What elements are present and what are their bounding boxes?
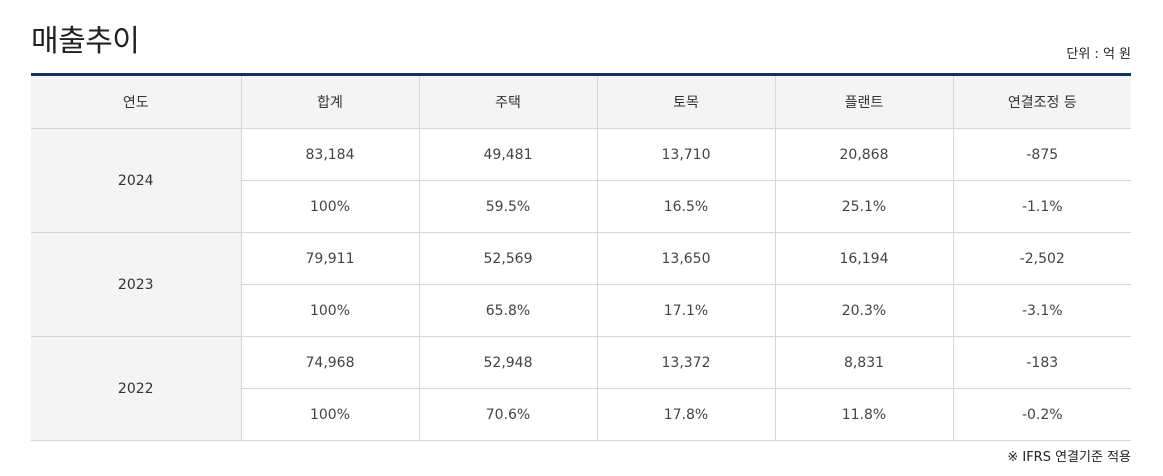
year-cell: 2023 — [31, 232, 241, 337]
civil-ratio-cell: 16.5% — [596, 180, 775, 233]
table-row: 2022 74,968 52,948 13,372 8,831 -183 — [31, 336, 1131, 441]
housing-ratio-cell: 59.5% — [418, 180, 597, 233]
civil-amount-cell: 13,372 — [596, 336, 775, 389]
unit-label: 단위 : 억 원 — [1066, 47, 1131, 62]
consolidation-ratio-cell: -3.1% — [952, 284, 1131, 337]
housing-ratio-cell: 70.6% — [418, 388, 597, 441]
plant-ratio-cell: 11.8% — [774, 388, 953, 441]
table-header-row: 연도 합계 주택 토목 플랜트 연결조정 등 — [31, 74, 1131, 129]
header-year: 연도 — [31, 74, 241, 129]
consolidation-amount-cell: -875 — [952, 128, 1131, 181]
sales-trend-table: 연도 합계 주택 토목 플랜트 연결조정 등 2024 83,184 49,48… — [31, 73, 1131, 441]
consolidation-amount-cell: -183 — [952, 336, 1131, 389]
table-row: 2024 83,184 49,481 13,710 20,868 -875 — [31, 128, 1131, 233]
table-row: 100% 70.6% 17.8% 11.8% -0.2% — [31, 388, 1131, 441]
housing-amount-cell: 52,948 — [418, 336, 597, 389]
consolidation-ratio-cell: -1.1% — [952, 180, 1131, 233]
page-title: 매출추이 — [31, 24, 140, 60]
header-consolidation: 연결조정 등 — [952, 74, 1131, 129]
header-total: 합계 — [240, 74, 419, 129]
total-amount-cell: 74,968 — [240, 336, 419, 389]
civil-amount-cell: 13,650 — [596, 232, 775, 285]
total-amount-cell: 83,184 — [240, 128, 419, 181]
plant-ratio-cell: 20.3% — [774, 284, 953, 337]
housing-amount-cell: 52,569 — [418, 232, 597, 285]
header-civil: 토목 — [596, 74, 775, 129]
total-ratio-cell: 100% — [240, 180, 419, 233]
footnote: ※ IFRS 연결기준 적용 — [1007, 450, 1131, 465]
table-row: 2023 79,911 52,569 13,650 16,194 -2,502 — [31, 232, 1131, 337]
civil-ratio-cell: 17.1% — [596, 284, 775, 337]
table-row: 100% 65.8% 17.1% 20.3% -3.1% — [31, 284, 1131, 337]
table-row: 100% 59.5% 16.5% 25.1% -1.1% — [31, 180, 1131, 233]
housing-amount-cell: 49,481 — [418, 128, 597, 181]
plant-amount-cell: 16,194 — [774, 232, 953, 285]
civil-amount-cell: 13,710 — [596, 128, 775, 181]
header-housing: 주택 — [418, 74, 597, 129]
year-cell: 2024 — [31, 128, 241, 233]
plant-amount-cell: 20,868 — [774, 128, 953, 181]
total-amount-cell: 79,911 — [240, 232, 419, 285]
year-cell: 2022 — [31, 336, 241, 441]
consolidation-ratio-cell: -0.2% — [952, 388, 1131, 441]
header-plant: 플랜트 — [774, 74, 953, 129]
plant-ratio-cell: 25.1% — [774, 180, 953, 233]
total-ratio-cell: 100% — [240, 284, 419, 337]
civil-ratio-cell: 17.8% — [596, 388, 775, 441]
housing-ratio-cell: 65.8% — [418, 284, 597, 337]
consolidation-amount-cell: -2,502 — [952, 232, 1131, 285]
plant-amount-cell: 8,831 — [774, 336, 953, 389]
total-ratio-cell: 100% — [240, 388, 419, 441]
